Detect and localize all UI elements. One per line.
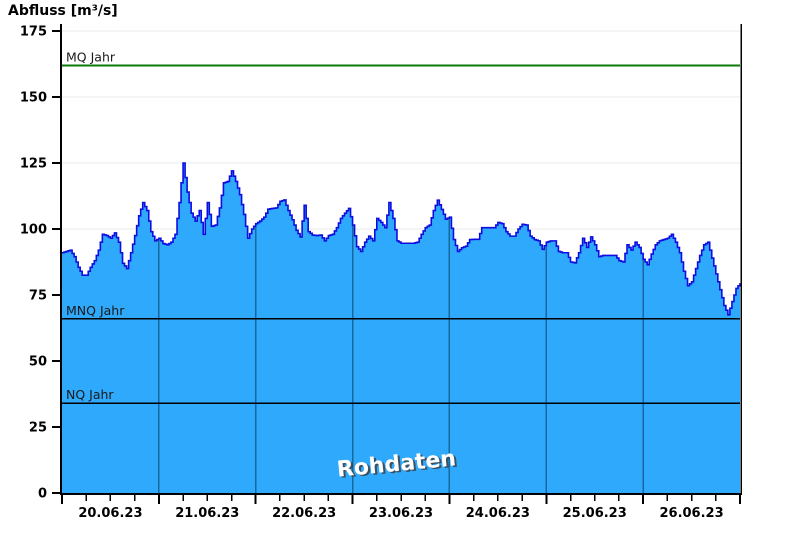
y-tick-label: 25 <box>29 421 47 436</box>
discharge-area <box>62 163 740 493</box>
x-tick-label: 21.06.23 <box>175 506 239 521</box>
axes <box>60 24 742 495</box>
reference-lines: MQ Jahr MNQ Jahr NQ Jahr <box>62 49 740 404</box>
y-axis-ticks: 0 25 50 75 100 125 150 175 <box>20 25 61 502</box>
reference-line-label: MNQ Jahr <box>66 303 125 318</box>
x-tick-label: 24.06.23 <box>466 506 530 521</box>
y-tick-label: 125 <box>20 157 47 172</box>
x-tick-label: 23.06.23 <box>369 506 433 521</box>
y-tick-label: 75 <box>29 289 47 304</box>
x-tick-label: 26.06.23 <box>659 506 723 521</box>
discharge-line <box>62 162 741 316</box>
y-tick-label: 175 <box>20 25 47 40</box>
x-tick-label: 25.06.23 <box>563 506 627 521</box>
x-tick-label: 20.06.23 <box>78 506 142 521</box>
y-tick-label: 50 <box>29 355 47 370</box>
y-tick-label: 0 <box>38 487 47 502</box>
y-tick-label: 150 <box>20 91 47 106</box>
x-axis-ticks: 20.06.23 21.06.23 22.06.23 23.06.23 24.06.23… <box>61 495 741 521</box>
reference-line-label: NQ Jahr <box>66 387 114 402</box>
chart-title: Abfluss [m³/s] <box>8 3 118 19</box>
x-tick-label: 22.06.23 <box>272 506 336 521</box>
y-tick-label: 100 <box>20 223 47 238</box>
reference-line-label: MQ Jahr <box>66 49 116 64</box>
